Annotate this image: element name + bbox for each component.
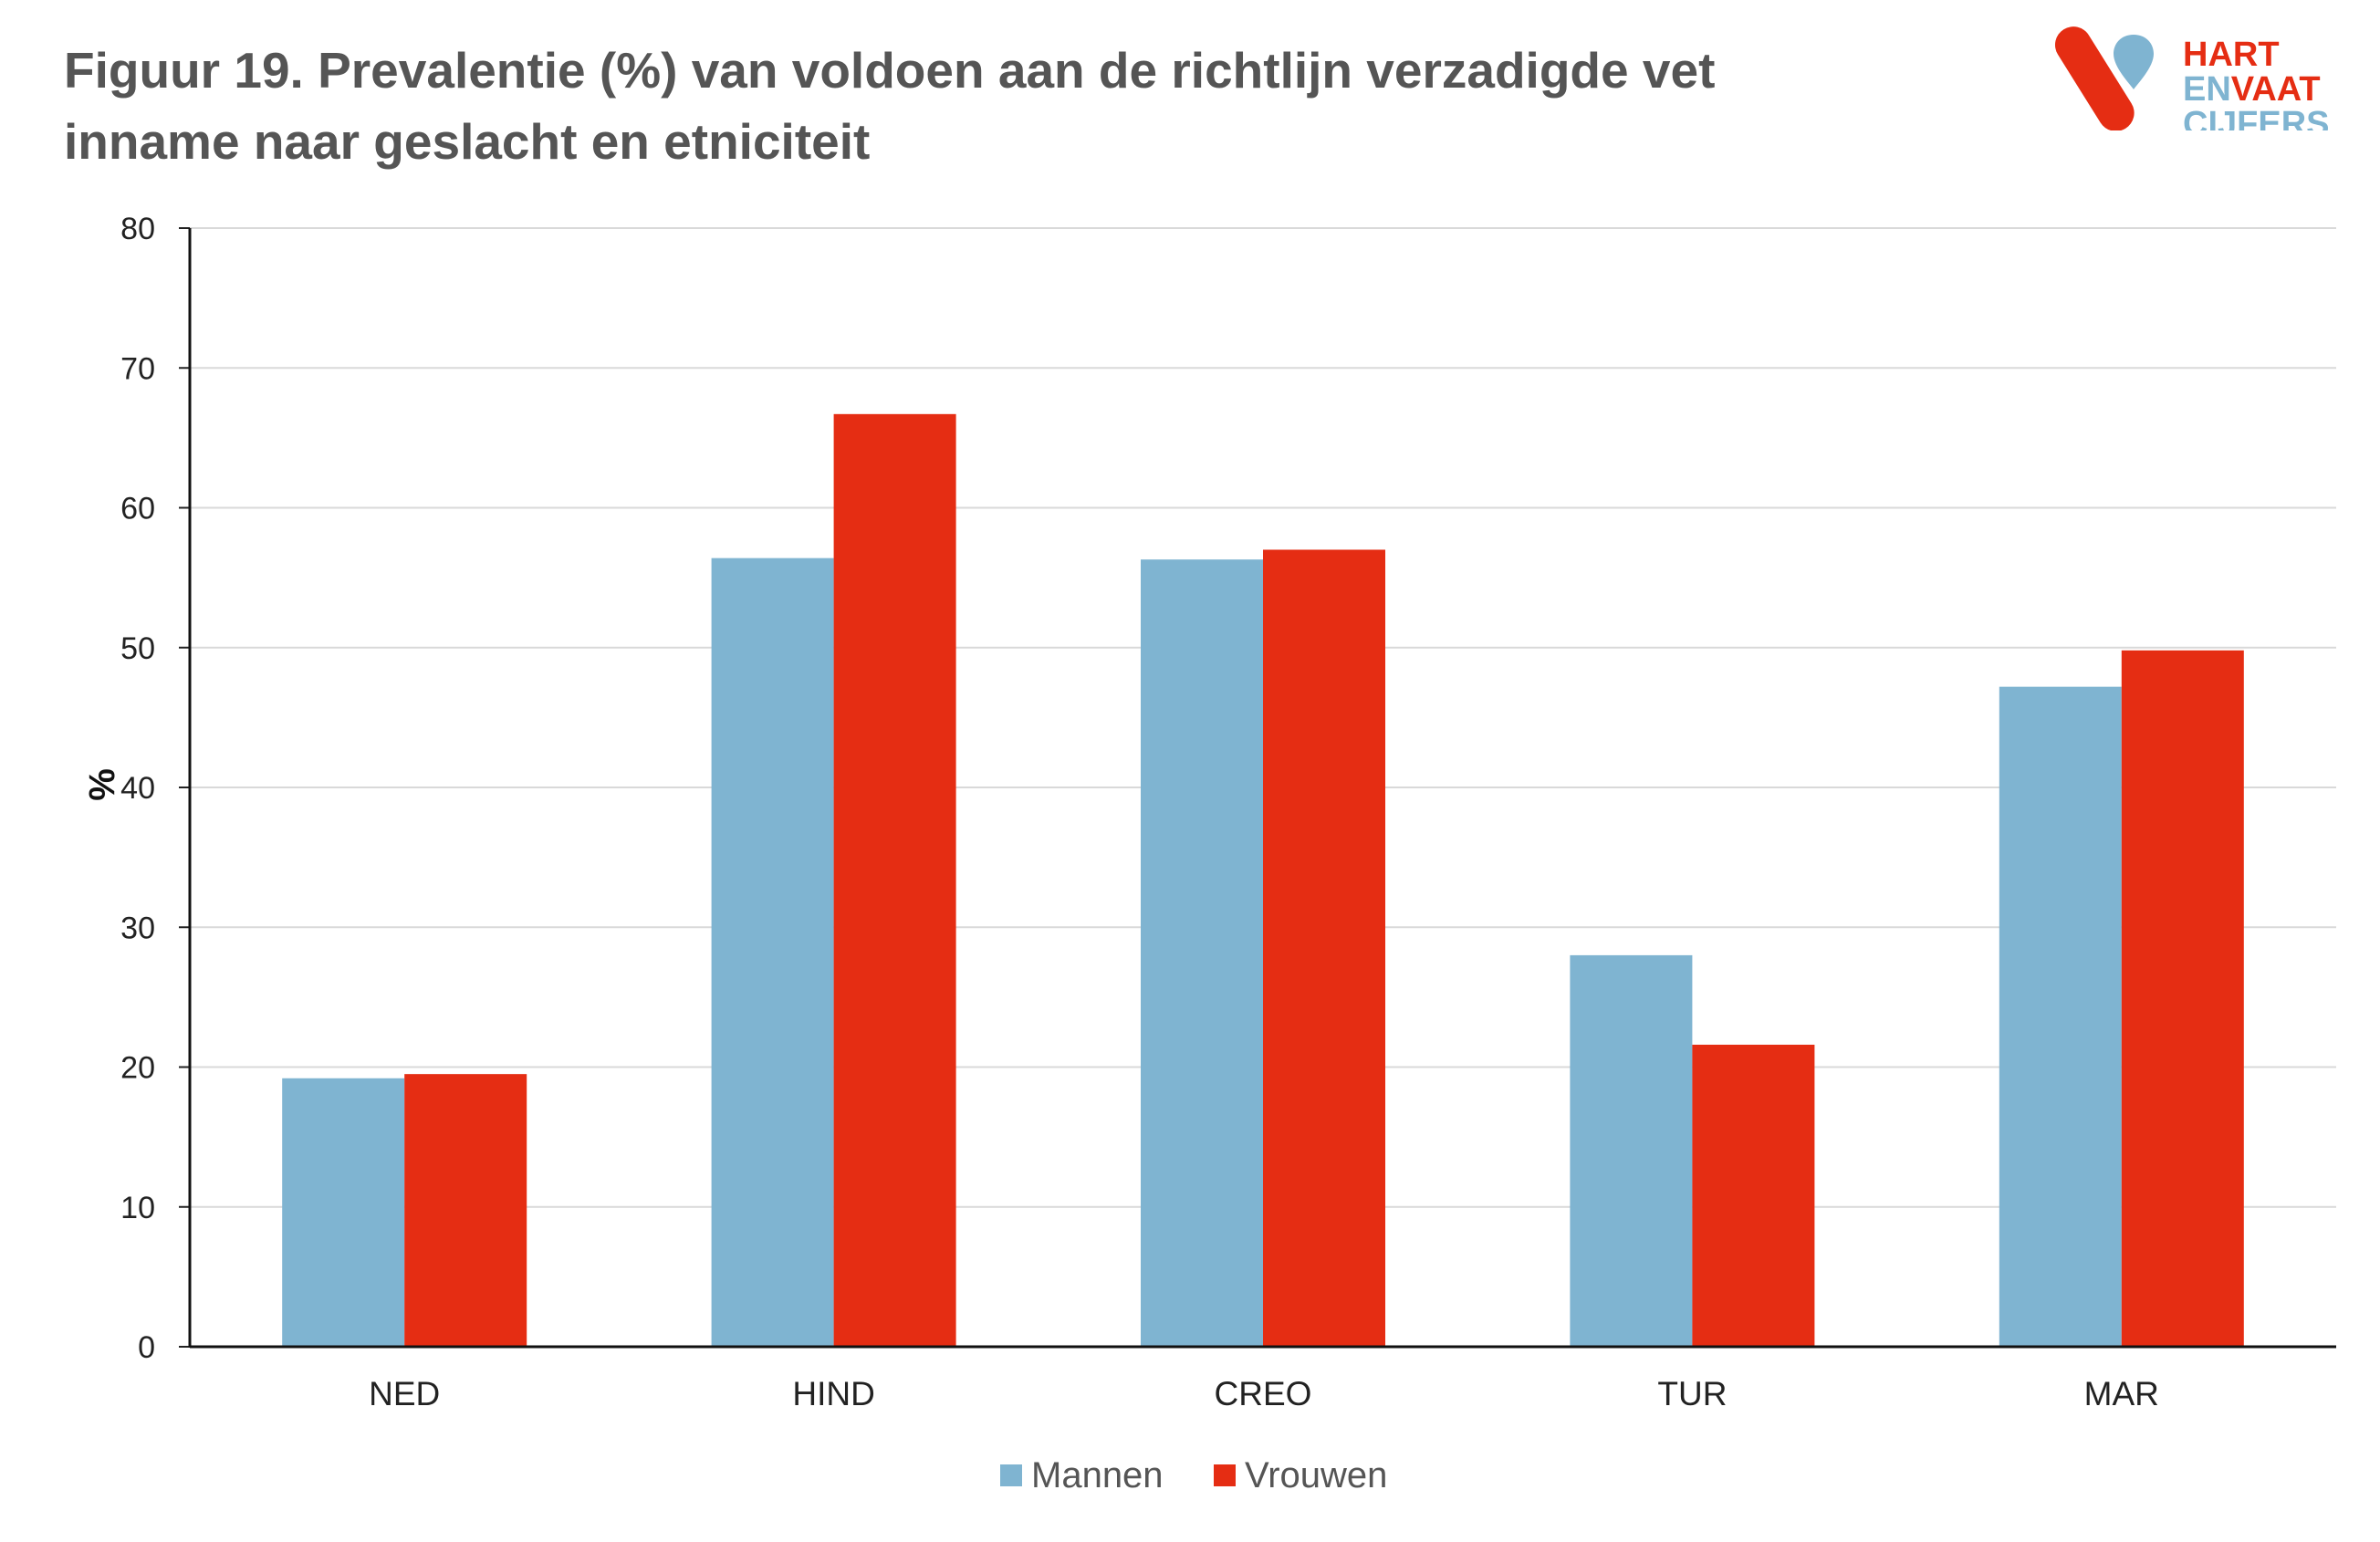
logo-text-cijfers: CIJFERS bbox=[2183, 105, 2329, 130]
logo-text-en-vaat: ENVAAT bbox=[2183, 70, 2321, 109]
x-category-label-ned: NED bbox=[369, 1375, 440, 1412]
y-tick-labels: 0 10 20 30 40 50 60 70 80 bbox=[120, 212, 155, 1365]
y-tick-label-0: 0 bbox=[138, 1330, 155, 1365]
logo-red-stroke-icon bbox=[2054, 26, 2135, 130]
x-category-label-creo: CREO bbox=[1215, 1375, 1312, 1412]
y-tick-label-50: 50 bbox=[120, 631, 155, 666]
bar-tur-vrouwen bbox=[1692, 1044, 1815, 1347]
legend-label-mannen: Mannen bbox=[1031, 1455, 1164, 1495]
chart-title: Figuur 19. Prevalentie (%) van voldoen a… bbox=[64, 35, 1889, 177]
y-tick-label-70: 70 bbox=[120, 351, 155, 386]
logo-text-en: EN bbox=[2183, 70, 2231, 109]
x-category-label-hind: HIND bbox=[792, 1375, 874, 1412]
chart-title-line-1: Figuur 19. Prevalentie (%) van voldoen a… bbox=[64, 42, 1716, 99]
bar-ned-mannen bbox=[282, 1078, 405, 1347]
bar-tur-mannen bbox=[1570, 954, 1693, 1347]
category-labels: NED HIND CREO TUR MAR bbox=[369, 1375, 2159, 1412]
logo-text-hart: HART bbox=[2183, 36, 2280, 74]
x-category-label-mar: MAR bbox=[2084, 1375, 2159, 1412]
logo-blue-drop-icon bbox=[2114, 35, 2154, 89]
bar-creo-mannen bbox=[1141, 559, 1263, 1347]
y-axis-title: % bbox=[81, 768, 121, 801]
y-tick-label-30: 30 bbox=[120, 911, 155, 945]
y-tick-label-60: 60 bbox=[120, 492, 155, 526]
y-tick-label-40: 40 bbox=[120, 771, 155, 806]
bars bbox=[282, 413, 2244, 1347]
bar-creo-vrouwen bbox=[1263, 549, 1385, 1347]
bar-mar-mannen bbox=[1999, 686, 2122, 1347]
y-tick-label-10: 10 bbox=[120, 1191, 155, 1225]
legend-swatch-mannen bbox=[1000, 1464, 1022, 1486]
bar-ned-vrouwen bbox=[404, 1074, 527, 1347]
bar-hind-vrouwen bbox=[833, 413, 956, 1347]
logo-text-vaat: VAAT bbox=[2231, 70, 2321, 109]
chart-title-line-2: inname naar geslacht en etniciteit bbox=[64, 113, 871, 170]
legend-label-vrouwen: Vrouwen bbox=[1245, 1455, 1387, 1495]
axes bbox=[188, 228, 2336, 1349]
legend-swatch-vrouwen bbox=[1214, 1464, 1236, 1486]
legend: Mannen Vrouwen bbox=[1000, 1455, 1387, 1495]
y-tick-label-80: 80 bbox=[120, 212, 155, 246]
y-tick-label-20: 20 bbox=[120, 1051, 155, 1086]
bar-mar-vrouwen bbox=[2121, 650, 2244, 1347]
x-category-label-tur: TUR bbox=[1657, 1375, 1727, 1412]
hart-en-vaat-cijfers-logo: HART ENVAAT CIJFERS bbox=[2054, 26, 2329, 130]
bar-hind-mannen bbox=[711, 557, 834, 1347]
